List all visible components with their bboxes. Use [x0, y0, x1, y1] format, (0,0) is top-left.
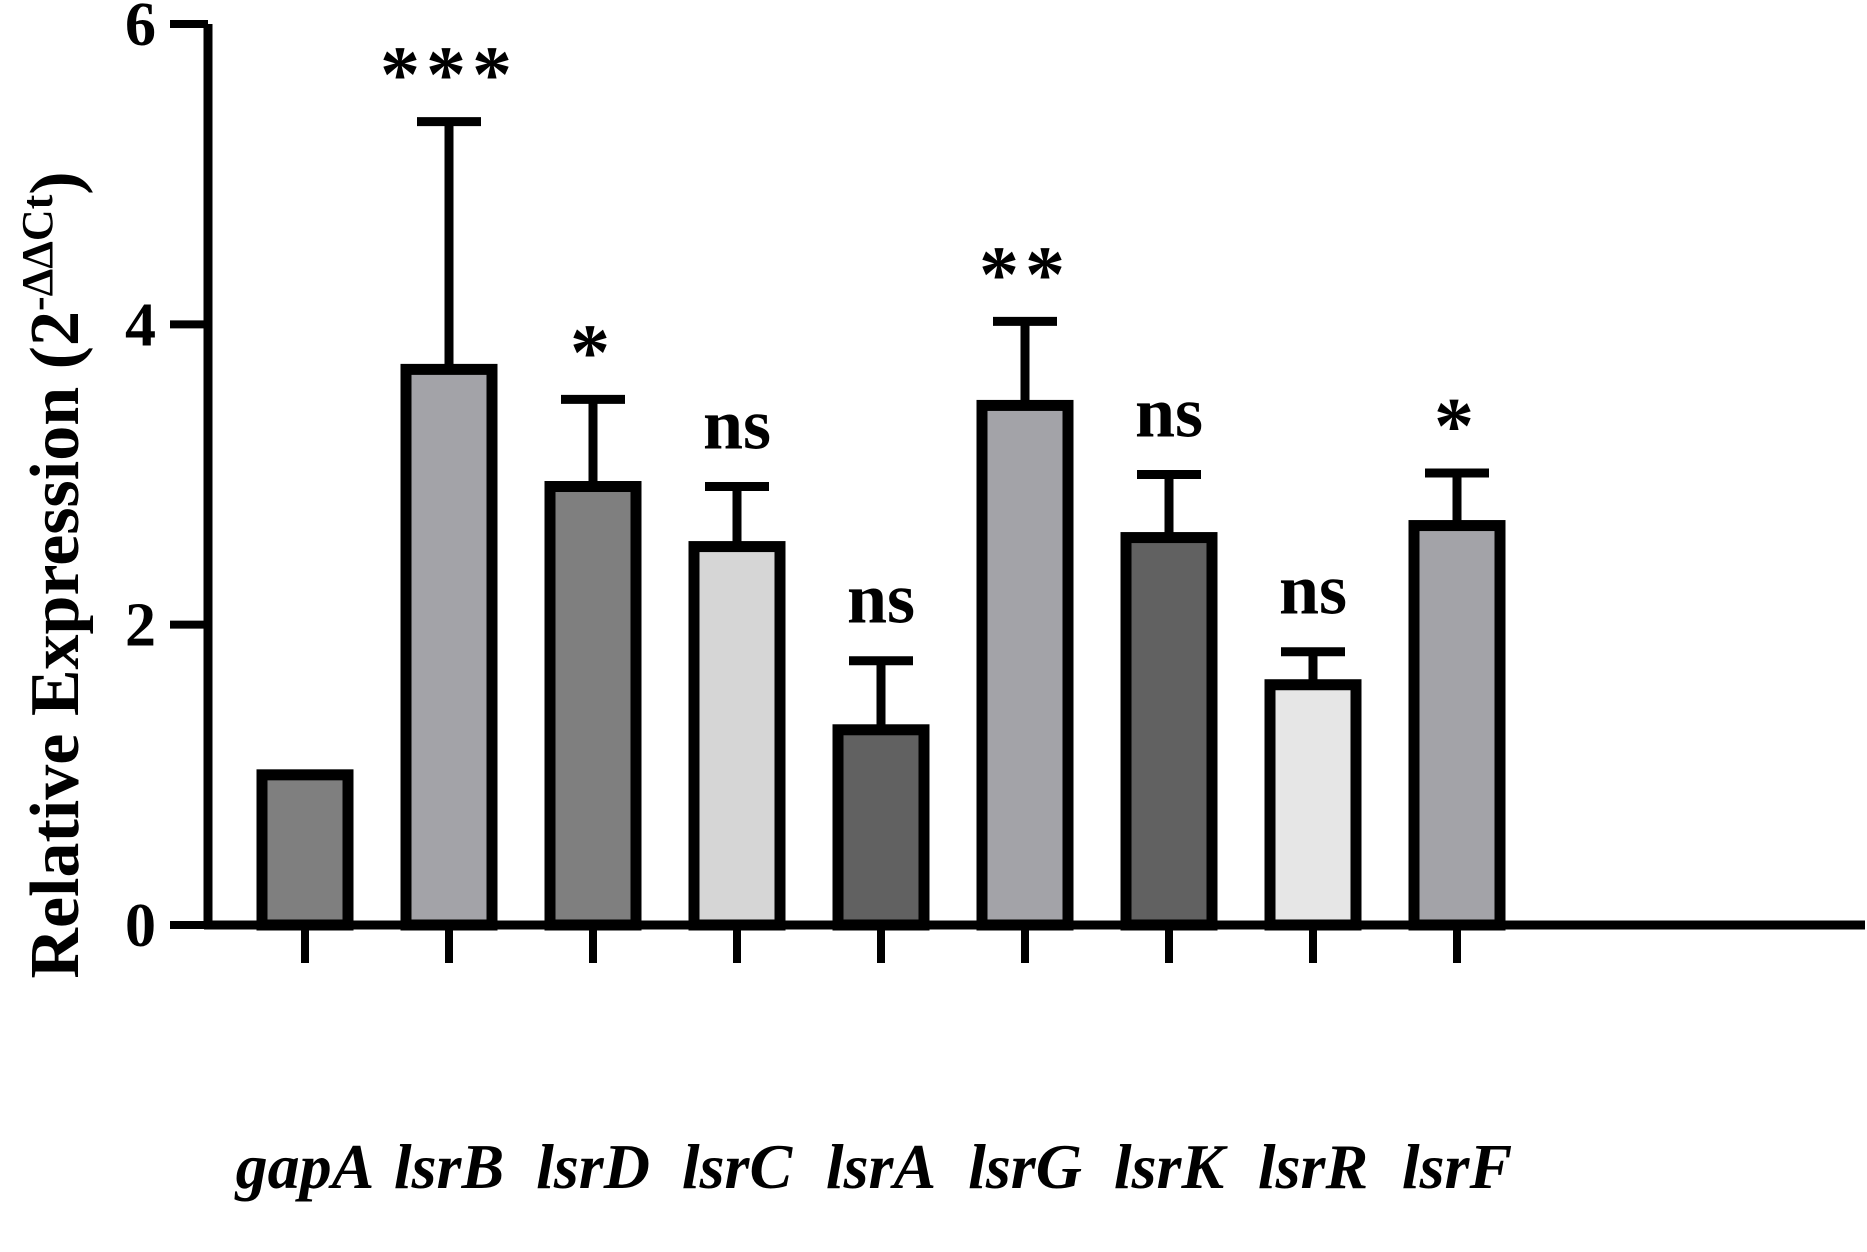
- bar-lsrB: [400, 363, 498, 931]
- x-tick-label-lsrC: lsrC: [682, 1131, 794, 1202]
- y-axis-label-superscript: -ΔΔCt: [13, 194, 62, 311]
- y-axis-label-close: ): [17, 171, 94, 194]
- bar-lsrF: [1408, 520, 1506, 931]
- x-tick-label-lsrR: lsrR: [1258, 1131, 1368, 1202]
- significance-label-lsrA: ns: [847, 559, 915, 639]
- x-tick-label-lsrK: lsrK: [1114, 1131, 1229, 1202]
- bar-lsrR: [1264, 679, 1362, 931]
- bar-lsrA: [832, 724, 930, 931]
- y-tick-label-4: 4: [125, 291, 156, 359]
- significance-label-lsrD: *: [570, 309, 616, 397]
- y-tick-label-0: 0: [125, 892, 156, 960]
- x-tick-label-lsrF: lsrF: [1402, 1131, 1512, 1202]
- significance-label-lsrF: *: [1434, 383, 1480, 471]
- bars-layer: [256, 117, 1506, 931]
- bar-lsrC: [688, 541, 786, 931]
- x-tick-label-lsrB: lsrB: [394, 1131, 504, 1202]
- y-tick-label-2: 2: [125, 592, 156, 660]
- significance-label-lsrB: ***: [380, 32, 518, 120]
- significance-label-lsrG: **: [979, 231, 1071, 319]
- y-axis-label-main: Relative Expression (2: [17, 311, 94, 979]
- bar-gapA: [256, 769, 354, 931]
- x-tick-label-gapA: gapA: [234, 1131, 375, 1202]
- labels-layer: gapA lsrB *** lsrD * lsrC ns lsrA ns lsrG ** lsrK ns…: [125, 0, 1512, 1202]
- significance-label-lsrR: ns: [1279, 550, 1347, 630]
- x-tick-label-lsrG: lsrG: [968, 1131, 1082, 1202]
- y-axis-label: Relative Expression (2-ΔΔCt): [13, 171, 94, 978]
- x-tick-label-lsrA: lsrA: [826, 1131, 936, 1202]
- x-tick-label-lsrD: lsrD: [536, 1131, 650, 1202]
- bar-lsrG: [976, 399, 1074, 931]
- significance-label-lsrK: ns: [1135, 373, 1203, 453]
- y-tick-label-6: 6: [125, 0, 156, 59]
- significance-label-lsrC: ns: [703, 385, 771, 465]
- bar-lsrK: [1120, 532, 1218, 931]
- bar-lsrD: [544, 481, 642, 931]
- axes-layer: [170, 20, 1865, 963]
